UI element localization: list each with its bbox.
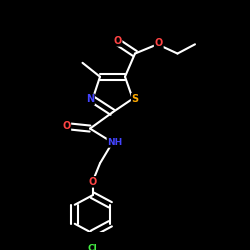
Text: O: O [154, 38, 163, 48]
Text: O: O [88, 177, 96, 187]
Text: O: O [113, 36, 122, 46]
Text: NH: NH [107, 138, 122, 147]
Text: S: S [132, 94, 139, 104]
Text: Cl: Cl [88, 244, 98, 250]
Text: N: N [86, 94, 94, 104]
Text: O: O [62, 121, 70, 131]
